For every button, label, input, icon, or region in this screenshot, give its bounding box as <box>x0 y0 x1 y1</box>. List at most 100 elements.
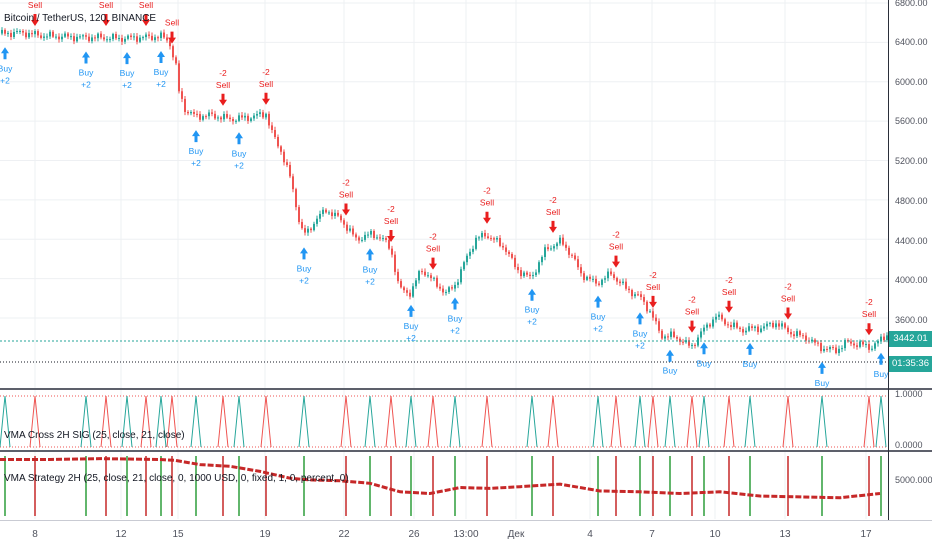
candle <box>238 115 240 121</box>
candle <box>631 290 633 297</box>
candle <box>733 322 735 328</box>
candle <box>100 33 102 38</box>
buy-arrow-icon <box>1 47 9 60</box>
candle <box>412 286 414 297</box>
candle <box>79 36 81 38</box>
candle <box>58 36 60 40</box>
cross-spike-up <box>298 395 310 448</box>
sell-label: Sell <box>685 307 699 317</box>
buy-change-label: +2 <box>527 317 537 327</box>
candle <box>583 273 585 280</box>
buy-change-label: +2 <box>234 160 244 170</box>
sell-label: Sell <box>426 244 440 254</box>
price-chart[interactable]: Buy +2 Buy +2 Buy +2 Buy +2 Buy +2 Buy +2 Buy +2 Buy +2… <box>0 0 888 388</box>
candle <box>688 340 690 346</box>
indicator-cross-pane[interactable]: VMA Cross 2H SIG (25, close, 21, close) <box>0 390 888 450</box>
candle <box>382 238 384 240</box>
candle <box>205 116 207 118</box>
candle <box>562 237 564 245</box>
indicator-strategy-pane[interactable]: VMA Strategy 2H (25, close, 21, close, 0… <box>0 452 888 519</box>
sell-arrow-icon <box>649 295 657 308</box>
price-pane[interactable]: Buy +2 Buy +2 Buy +2 Buy +2 Buy +2 Buy +2 Buy +2 Buy +2… <box>0 0 888 388</box>
candle <box>247 115 249 121</box>
candle <box>457 282 459 285</box>
candle <box>352 228 354 235</box>
candle <box>121 37 123 42</box>
candle <box>613 274 615 278</box>
candle <box>877 340 879 344</box>
candle <box>865 344 867 346</box>
sell-arrow-icon <box>31 14 39 26</box>
candle <box>640 294 642 298</box>
y-tick: 4000.00 <box>895 275 928 285</box>
pane-separator[interactable] <box>0 450 932 452</box>
buy-arrow-icon <box>594 295 602 308</box>
x-tick: 4 <box>587 529 593 540</box>
buy-arrow-icon <box>407 304 415 317</box>
buy-change-label: +2 <box>0 75 10 85</box>
time-axis[interactable]: 8 12 15 19 22 26 13:00 Дек 4 7 10 13 17 <box>0 520 932 550</box>
candle <box>484 232 486 237</box>
buy-change-label: +2 <box>593 324 603 334</box>
candle <box>862 341 864 345</box>
candle <box>67 33 69 37</box>
candle <box>571 254 573 256</box>
buy-change-label: +2 <box>406 333 416 343</box>
candle <box>310 228 312 231</box>
buy-label: Buy <box>404 321 419 331</box>
sell-label: Sell <box>781 293 795 303</box>
candle <box>415 280 417 287</box>
sell-arrow-icon <box>612 255 620 268</box>
candle <box>703 327 705 332</box>
candle <box>544 247 546 257</box>
cross-spike-down <box>863 395 875 448</box>
pane-separator[interactable] <box>0 388 932 390</box>
candle <box>538 262 540 273</box>
sell-label: Sell <box>546 207 560 217</box>
candle <box>331 212 333 217</box>
candle <box>178 63 180 92</box>
price-axis[interactable]: 6800.00 6400.00 6000.00 5600.00 5200.00 … <box>889 0 932 520</box>
candle <box>700 331 702 338</box>
buy-arrow-icon <box>666 349 674 362</box>
candle <box>274 129 276 137</box>
cross-spike-down <box>782 395 794 448</box>
cross-spike-down <box>610 395 622 448</box>
candle <box>364 234 366 240</box>
candle <box>481 232 483 238</box>
candle <box>328 212 330 214</box>
candle <box>436 277 438 287</box>
candle <box>229 117 231 120</box>
cross-spike-down <box>686 395 698 448</box>
sell-change-label: -2 <box>612 230 620 240</box>
candle <box>607 271 609 279</box>
candle <box>886 335 888 341</box>
sell-change-label: -2 <box>342 177 350 187</box>
candle <box>373 231 375 238</box>
y-tick: 5600.00 <box>895 116 928 126</box>
sell-label: Sell <box>339 189 353 199</box>
x-tick: 10 <box>709 529 721 540</box>
candle <box>637 294 639 296</box>
candle <box>106 39 108 41</box>
candle <box>721 314 723 320</box>
cross-spike-up <box>526 395 538 448</box>
candle <box>340 215 342 221</box>
buy-change-label: +2 <box>450 326 460 336</box>
candle <box>289 164 291 177</box>
candle <box>547 247 549 250</box>
x-tick: 13 <box>779 529 791 540</box>
candle <box>850 341 852 344</box>
candle <box>25 32 27 38</box>
sell-arrow-icon <box>262 92 270 105</box>
cross-spike-down <box>340 395 352 448</box>
candle <box>601 279 603 285</box>
candle <box>262 112 264 118</box>
candle <box>256 114 258 116</box>
buy-arrow-icon <box>700 342 708 355</box>
candle <box>397 271 399 282</box>
candle <box>793 334 795 337</box>
cross-spike-up <box>190 395 202 448</box>
cross-spike-up <box>875 395 887 448</box>
candle <box>406 290 408 293</box>
